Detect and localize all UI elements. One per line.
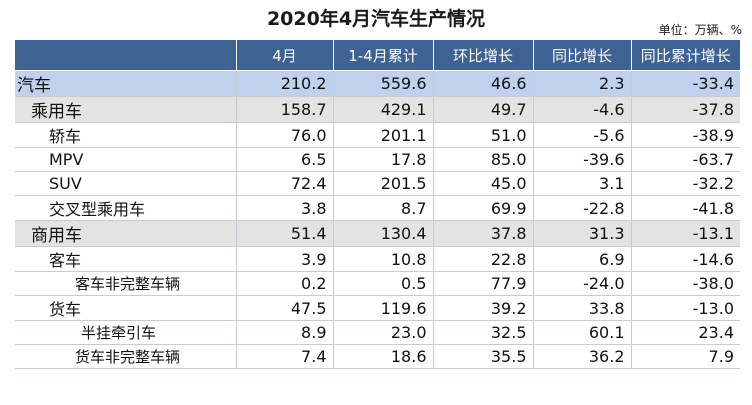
cumulative-value: 8.7 <box>332 195 433 221</box>
yoy-growth-value: -5.6 <box>532 122 631 148</box>
header-mom-growth: 环比增长 <box>432 40 533 71</box>
mom-growth-value: 77.9 <box>432 271 533 296</box>
row-category-name: 货车非完整车辆 <box>15 344 236 369</box>
table-header-row: 4月 1-4月累计 环比增长 同比增长 同比累计增长 <box>15 40 740 71</box>
table-row: 货车非完整车辆 7.4 18.6 35.5 36.2 7.9 <box>15 344 740 369</box>
yoy-growth-value: -4.6 <box>532 96 631 123</box>
header-yoy-cumulative-growth: 同比累计增长 <box>630 40 740 71</box>
yoy-cumulative-growth-value: 7.9 <box>630 344 740 369</box>
yoy-cumulative-growth-value: -13.1 <box>630 220 740 247</box>
table-row: 货车 47.5 119.6 39.2 33.8 -13.0 <box>15 295 740 321</box>
cumulative-value: 130.4 <box>332 220 433 247</box>
cumulative-value: 429.1 <box>332 96 433 123</box>
row-category-name: 乘用车 <box>15 96 236 123</box>
mom-growth-value: 22.8 <box>432 246 533 272</box>
table-row: 客车非完整车辆 0.2 0.5 77.9 -24.0 -38.0 <box>15 271 740 296</box>
cumulative-value: 10.8 <box>332 246 433 272</box>
april-value: 51.4 <box>235 220 333 247</box>
cumulative-value: 559.6 <box>332 70 433 97</box>
mom-growth-value: 37.8 <box>432 220 533 247</box>
header-yoy-growth: 同比增长 <box>532 40 631 71</box>
april-value: 3.9 <box>235 246 333 272</box>
april-value: 6.5 <box>235 147 333 172</box>
table-row: 客车 3.9 10.8 22.8 6.9 -14.6 <box>15 246 740 272</box>
yoy-cumulative-growth-value: -32.2 <box>630 171 740 196</box>
yoy-growth-value: 3.1 <box>532 171 631 196</box>
yoy-cumulative-growth-value: -38.0 <box>630 271 740 296</box>
row-category-name: 客车非完整车辆 <box>15 271 236 296</box>
row-category-name: 商用车 <box>15 220 236 247</box>
row-category-name: 半挂牵引车 <box>15 320 236 345</box>
row-category-name: 交叉型乘用车 <box>15 195 236 221</box>
mom-growth-value: 39.2 <box>432 295 533 321</box>
cumulative-value: 119.6 <box>332 295 433 321</box>
yoy-growth-value: 6.9 <box>532 246 631 272</box>
yoy-growth-value: 33.8 <box>532 295 631 321</box>
row-category-name: 汽车 <box>15 70 236 97</box>
mom-growth-value: 46.6 <box>432 70 533 97</box>
april-value: 3.8 <box>235 195 333 221</box>
yoy-cumulative-growth-value: -13.0 <box>630 295 740 321</box>
yoy-cumulative-growth-value: -41.8 <box>630 195 740 221</box>
table-body: 汽车 210.2 559.6 46.6 2.3 -33.4 乘用车 158.7 429.1 49.… <box>15 70 740 369</box>
table-row: 商用车 51.4 130.4 37.8 31.3 -13.1 <box>15 220 740 247</box>
cumulative-value: 201.1 <box>332 122 433 148</box>
mom-growth-value: 35.5 <box>432 344 533 369</box>
yoy-growth-value: 31.3 <box>532 220 631 247</box>
cumulative-value: 17.8 <box>332 147 433 172</box>
april-value: 72.4 <box>235 171 333 196</box>
april-value: 76.0 <box>235 122 333 148</box>
yoy-growth-value: -24.0 <box>532 271 631 296</box>
mom-growth-value: 51.0 <box>432 122 533 148</box>
header-category <box>15 40 236 71</box>
april-value: 0.2 <box>235 271 333 296</box>
yoy-cumulative-growth-value: -63.7 <box>630 147 740 172</box>
table-row: SUV 72.4 201.5 45.0 3.1 -32.2 <box>15 171 740 196</box>
april-value: 210.2 <box>235 70 333 97</box>
row-category-name: SUV <box>15 171 236 196</box>
april-value: 47.5 <box>235 295 333 321</box>
page-title: 2020年4月汽车生产情况 <box>266 8 486 30</box>
mom-growth-value: 85.0 <box>432 147 533 172</box>
april-value: 158.7 <box>235 96 333 123</box>
yoy-cumulative-growth-value: -38.9 <box>630 122 740 148</box>
unit-label: 单位：万辆、% <box>658 23 742 37</box>
yoy-cumulative-growth-value: 23.4 <box>630 320 740 345</box>
header-jan-apr-cumulative: 1-4月累计 <box>332 40 433 71</box>
yoy-cumulative-growth-value: -37.8 <box>630 96 740 123</box>
yoy-cumulative-growth-value: -14.6 <box>630 246 740 272</box>
mom-growth-value: 69.9 <box>432 195 533 221</box>
table-row: 轿车 76.0 201.1 51.0 -5.6 -38.9 <box>15 122 740 148</box>
cumulative-value: 201.5 <box>332 171 433 196</box>
table-row: 汽车 210.2 559.6 46.6 2.3 -33.4 <box>15 70 740 97</box>
mom-growth-value: 32.5 <box>432 320 533 345</box>
yoy-cumulative-growth-value: -33.4 <box>630 70 740 97</box>
row-category-name: 客车 <box>15 246 236 272</box>
april-value: 8.9 <box>235 320 333 345</box>
april-value: 7.4 <box>235 344 333 369</box>
mom-growth-value: 45.0 <box>432 171 533 196</box>
yoy-growth-value: -22.8 <box>532 195 631 221</box>
row-category-name: MPV <box>15 147 236 172</box>
table-row: 乘用车 158.7 429.1 49.7 -4.6 -37.8 <box>15 96 740 123</box>
cumulative-value: 23.0 <box>332 320 433 345</box>
cumulative-value: 18.6 <box>332 344 433 369</box>
header-april: 4月 <box>235 40 333 71</box>
yoy-growth-value: 36.2 <box>532 344 631 369</box>
production-table: 4月 1-4月累计 环比增长 同比增长 同比累计增长 汽车 210.2 559.6 4… <box>15 40 740 369</box>
row-category-name: 货车 <box>15 295 236 321</box>
table-row: 交叉型乘用车 3.8 8.7 69.9 -22.8 -41.8 <box>15 195 740 221</box>
mom-growth-value: 49.7 <box>432 96 533 123</box>
table-row: MPV 6.5 17.8 85.0 -39.6 -63.7 <box>15 147 740 172</box>
yoy-growth-value: -39.6 <box>532 147 631 172</box>
row-category-name: 轿车 <box>15 122 236 148</box>
cumulative-value: 0.5 <box>332 271 433 296</box>
table-row: 半挂牵引车 8.9 23.0 32.5 60.1 23.4 <box>15 320 740 345</box>
yoy-growth-value: 60.1 <box>532 320 631 345</box>
yoy-growth-value: 2.3 <box>532 70 631 97</box>
